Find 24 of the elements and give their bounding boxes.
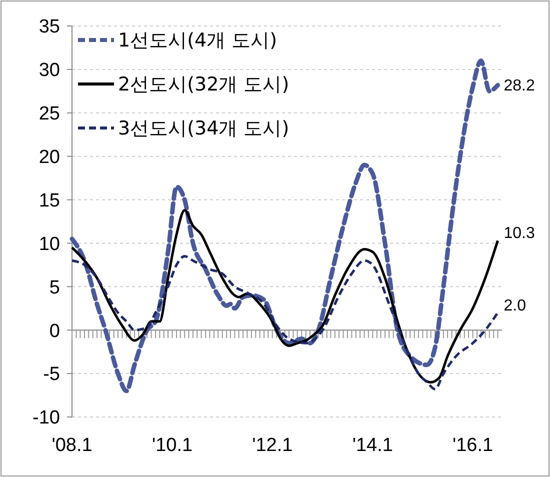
y-tick-label: 30 [38, 60, 60, 82]
y-tick-label: 15 [38, 190, 60, 212]
y-tick-label: 20 [38, 146, 60, 168]
x-tick-label: '10.1 [152, 435, 193, 456]
legend-label: 1선도시(4개 도시) [118, 30, 278, 52]
legend-label: 3선도시(34개 도시) [118, 118, 290, 140]
line-series [70, 208, 499, 384]
x-tick-label: '14.1 [352, 435, 393, 456]
annotation: 2.0 [504, 297, 526, 314]
y-tick-label: -5 [43, 364, 60, 386]
x-tick-label: '08.1 [52, 435, 92, 456]
y-tick-label: 10 [38, 234, 60, 255]
line-series [70, 255, 499, 390]
y-tick-label: -10 [32, 408, 60, 429]
y-tick-label: 5 [49, 277, 60, 298]
y-tick-label: 0 [49, 320, 60, 342]
y-tick-label: 35 [38, 16, 60, 38]
x-tick-label: '12.1 [252, 435, 293, 456]
legend-label: 2선도시(32개 도시) [118, 74, 290, 96]
y-tick-label: 25 [38, 104, 60, 125]
line-series [70, 58, 500, 394]
x-tick-label: '16.1 [452, 435, 494, 456]
annotation: 28.2 [504, 78, 535, 95]
annotation: 10.3 [504, 225, 535, 242]
